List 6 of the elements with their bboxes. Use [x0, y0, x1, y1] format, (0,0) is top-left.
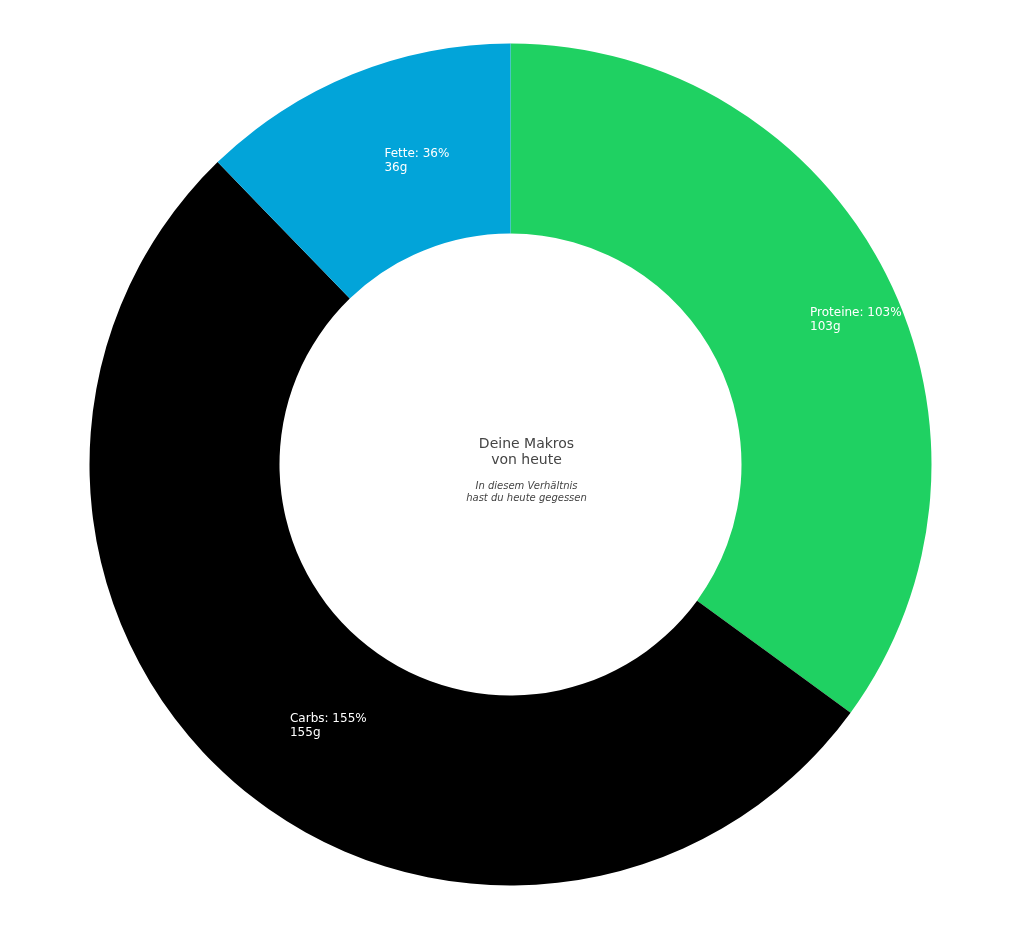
slice-label: Carbs: 155% 155g — [289, 711, 367, 739]
text: In diesem Verhältnis hast du heute gegessen — [466, 479, 587, 503]
text: Deine Makros von heute — [478, 434, 575, 467]
slice-label: Fette: 36% 36g — [384, 146, 450, 175]
donut-slice — [217, 43, 511, 299]
slice-label: Proteine: 103% 103g — [810, 305, 902, 334]
